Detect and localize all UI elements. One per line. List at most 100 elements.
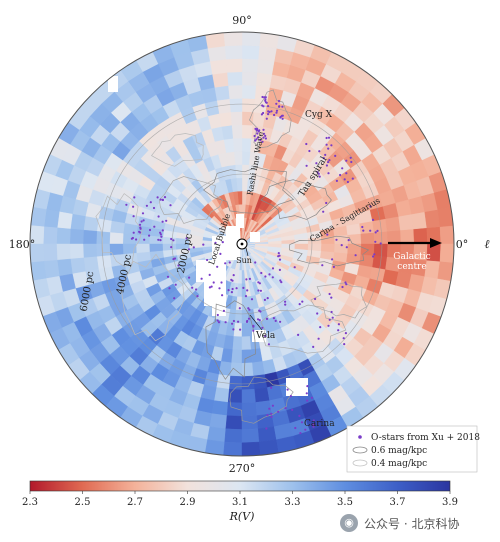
unmapped-patch xyxy=(196,260,226,282)
rv-cell xyxy=(231,349,243,364)
o-star-point xyxy=(231,322,234,325)
o-star-point xyxy=(376,229,379,232)
o-star-point xyxy=(244,295,248,298)
rv-cell xyxy=(307,243,322,252)
o-star-point xyxy=(318,175,321,178)
unmapped-patch xyxy=(252,330,266,342)
o-star-point xyxy=(298,303,301,306)
o-star-point xyxy=(281,114,284,117)
unmapped-patch xyxy=(250,232,260,242)
o-star-point xyxy=(263,298,266,301)
o-star-point xyxy=(152,206,156,210)
o-star-point xyxy=(168,287,171,290)
sun-dot-icon xyxy=(240,242,244,246)
rv-cell xyxy=(226,71,243,86)
rv-cell xyxy=(43,226,58,245)
o-star-point xyxy=(279,116,282,119)
region-label-carina: Carina xyxy=(304,419,335,429)
colorbar-tick-label: 3.9 xyxy=(442,497,458,508)
o-star-point xyxy=(165,219,168,222)
o-star-point xyxy=(327,324,330,327)
o-star-point xyxy=(138,230,141,233)
o-star-point xyxy=(252,325,255,328)
o-star-point xyxy=(271,404,274,407)
o-star-point xyxy=(321,264,324,267)
unmapped-patch xyxy=(212,236,230,260)
o-star-point xyxy=(259,289,262,292)
o-star-point xyxy=(325,201,328,205)
legend-contour-04-icon xyxy=(352,459,368,467)
rv-cell xyxy=(241,137,252,152)
o-star-point xyxy=(330,310,333,314)
o-star-point xyxy=(361,225,364,229)
o-star-point xyxy=(306,385,309,388)
o-star-point xyxy=(170,237,173,241)
o-star-point xyxy=(261,95,264,99)
rv-cell xyxy=(214,85,230,101)
o-star-point xyxy=(275,109,279,112)
rv-map-disc xyxy=(30,32,454,456)
o-star-point xyxy=(173,297,176,300)
extinction-contour xyxy=(205,300,256,380)
o-star-point xyxy=(170,246,173,249)
o-star-point xyxy=(343,343,346,346)
o-star-point xyxy=(293,266,296,269)
o-star-point xyxy=(327,136,331,139)
rv-cell xyxy=(230,111,243,126)
rv-cell xyxy=(82,243,98,259)
o-star-point xyxy=(130,237,133,240)
rv-cell xyxy=(43,209,60,229)
o-star-point xyxy=(228,261,231,264)
o-star-point xyxy=(192,246,195,249)
rv-cell xyxy=(229,98,243,113)
o-star-point xyxy=(275,111,278,114)
o-star-point xyxy=(362,229,365,232)
colorbar-tick-label: 2.3 xyxy=(22,497,38,508)
rv-cell xyxy=(256,58,275,75)
region-label-cyg-x: Cyg X xyxy=(305,110,333,120)
o-star-point xyxy=(224,321,227,324)
o-star-point xyxy=(312,345,315,348)
o-star-point xyxy=(270,415,273,418)
o-star-point xyxy=(196,295,199,298)
o-star-point xyxy=(248,308,251,311)
o-star-point xyxy=(237,320,240,323)
rv-cell xyxy=(109,243,124,256)
o-star-point xyxy=(232,328,235,331)
o-star-point xyxy=(140,220,143,223)
o-star-point xyxy=(261,104,264,107)
unmapped-patch xyxy=(236,214,244,228)
o-star-point xyxy=(279,279,282,282)
extinction-contour xyxy=(289,235,370,267)
o-star-point xyxy=(308,149,311,153)
o-star-point xyxy=(133,196,136,199)
colorbar-ticks: 2.3 2.5 2.7 2.9 3.1 3.3 3.5 3.7 3.9 xyxy=(22,491,458,508)
o-star-point xyxy=(157,215,160,218)
colorbar-tick-label: 3.3 xyxy=(285,497,301,508)
extinction-contour xyxy=(310,282,368,319)
o-star-point xyxy=(265,101,268,104)
o-star-point xyxy=(163,196,167,199)
rv-cell xyxy=(400,228,415,245)
rv-cell xyxy=(225,415,243,430)
o-star-point xyxy=(266,414,269,417)
o-star-point xyxy=(312,423,315,426)
rv-cell xyxy=(224,45,243,60)
o-star-point xyxy=(350,160,353,164)
rv-cell xyxy=(96,231,111,245)
rv-cell xyxy=(411,211,428,230)
o-star-point xyxy=(332,265,335,268)
rv-cell xyxy=(385,216,401,232)
o-star-point xyxy=(328,318,331,321)
o-star-point xyxy=(322,210,325,213)
rv-cell xyxy=(320,243,336,253)
o-star-point xyxy=(277,99,281,103)
o-star-point xyxy=(335,179,338,182)
o-star-point xyxy=(239,328,242,331)
o-star-markers xyxy=(125,95,382,435)
o-star-point xyxy=(187,248,191,251)
distance-ring xyxy=(101,103,383,385)
o-star-point xyxy=(259,310,262,313)
o-star-point xyxy=(312,419,315,422)
rv-cell xyxy=(373,243,389,257)
